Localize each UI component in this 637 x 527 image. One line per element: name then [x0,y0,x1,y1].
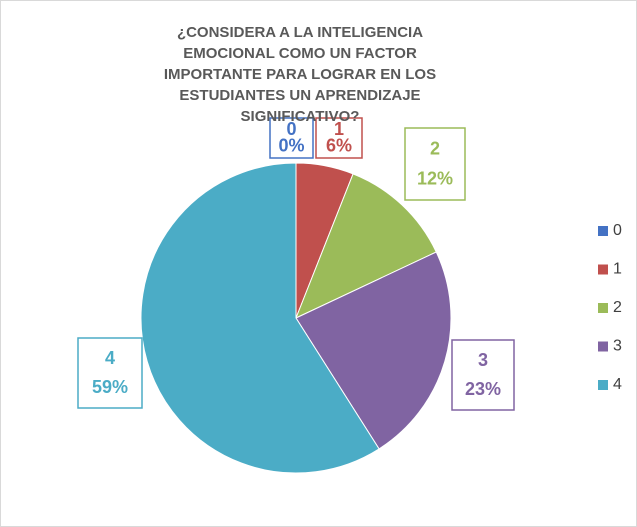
data-label-category: 2 [430,138,440,158]
legend-swatch [598,380,608,390]
label-box [269,117,314,159]
legend-label: 4 [613,376,622,393]
data-label-category: 1 [334,119,344,139]
legend-swatch [598,303,608,313]
label-box [404,127,466,201]
pie-slice [295,251,452,450]
data-label-category: 3 [478,350,488,370]
legend-label: 2 [613,299,622,316]
legend-label: 3 [613,338,622,355]
legend-swatch [598,226,608,236]
legend-swatch [598,341,608,352]
label-box [77,337,143,409]
label-box [315,117,363,159]
chart-title: ¿CONSIDERA A LA INTELIGENCIA EMOCIONAL C… [163,24,437,125]
label-box [451,339,515,411]
legend-label: 0 [613,222,622,239]
data-label: 0% [278,136,304,156]
data-label-category: 0 [286,119,296,139]
data-label: 23% [465,379,501,399]
data-label-category: 4 [105,348,115,368]
data-label: 59% [92,377,128,397]
pie-slice [295,173,437,319]
legend-label: 1 [613,261,622,278]
pie-slice [140,162,380,474]
data-label: 6% [326,136,352,156]
data-label: 12% [417,169,453,189]
legend-swatch [598,264,608,275]
